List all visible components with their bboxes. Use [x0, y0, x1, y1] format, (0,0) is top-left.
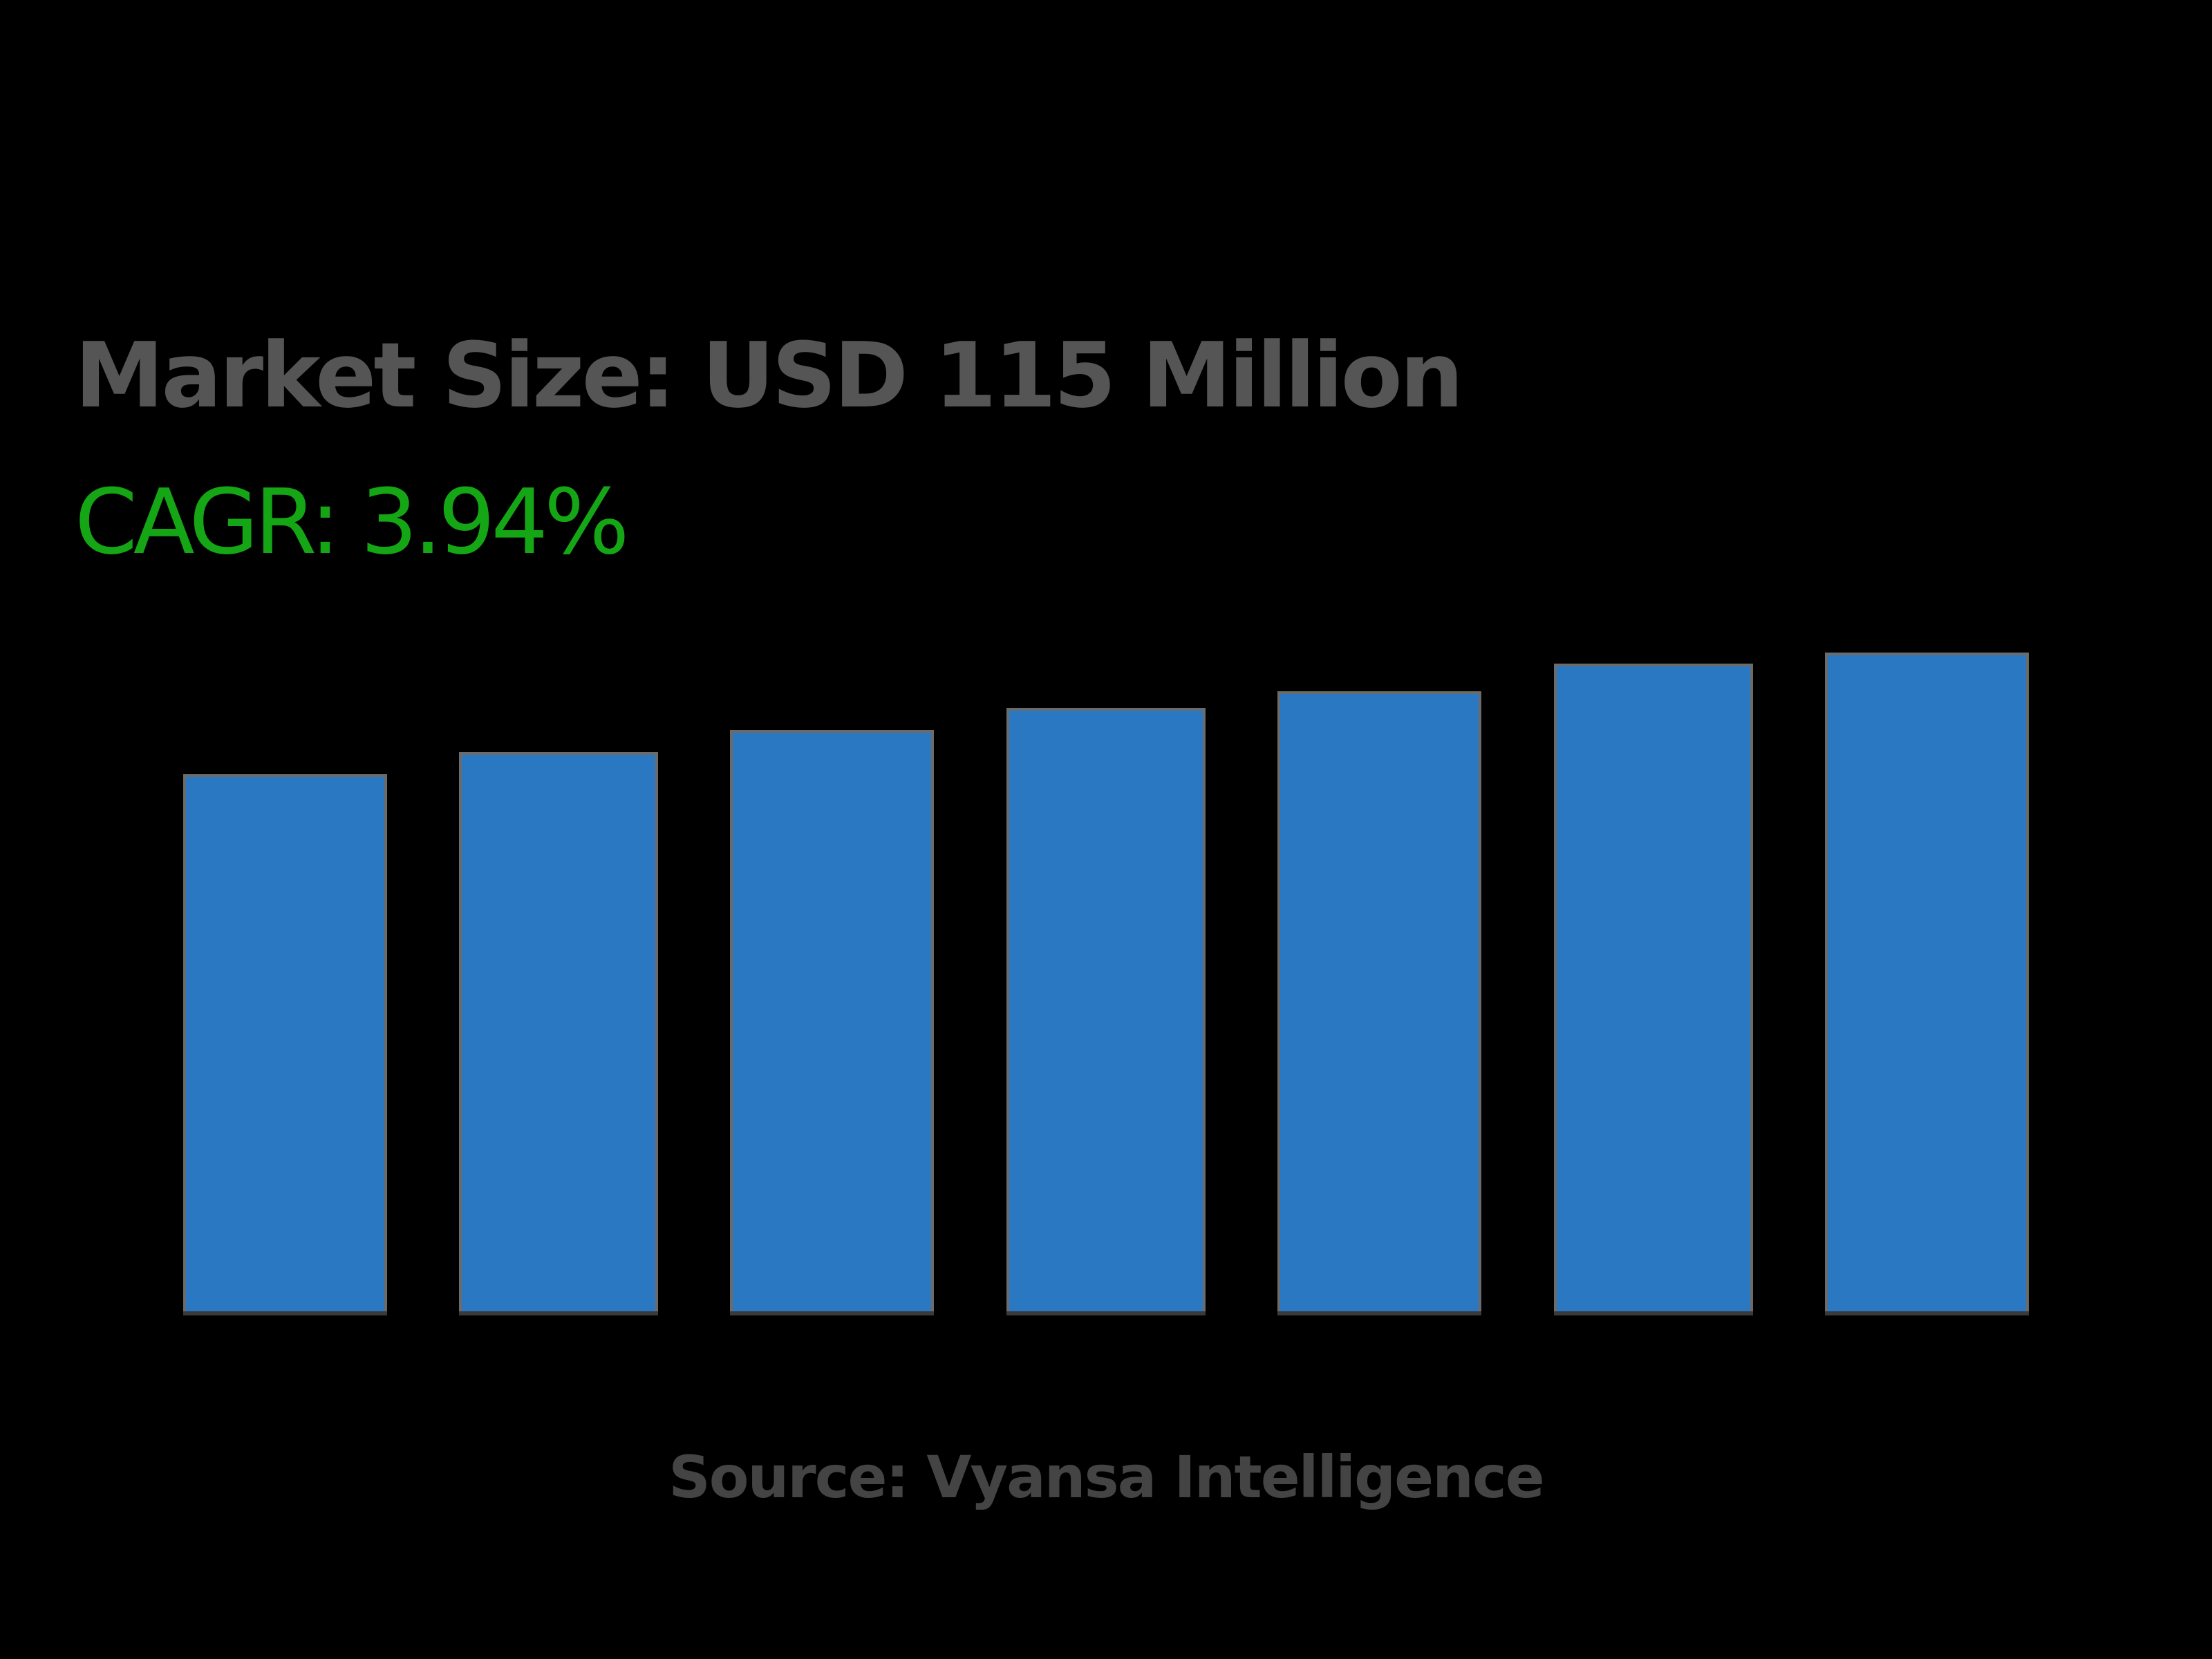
bar-baseline — [459, 1311, 658, 1315]
market-size-title: Market Size: USD 115 Million — [75, 323, 1463, 428]
cagr-subtitle: CAGR: 3.94% — [75, 469, 630, 574]
bar-5 — [1277, 691, 1481, 1311]
bar-baseline — [1006, 1311, 1206, 1315]
bar-baseline — [730, 1311, 934, 1315]
bar-baseline — [1825, 1311, 2029, 1315]
bar-baseline — [1554, 1311, 1753, 1315]
bar-4 — [1006, 708, 1206, 1311]
bar-baseline — [183, 1311, 387, 1315]
bar-2 — [459, 752, 658, 1311]
bar-3 — [730, 730, 934, 1311]
bar-7 — [1825, 653, 2029, 1311]
source-caption: Source: Vyansa Intelligence — [668, 1443, 1544, 1511]
bar-6 — [1554, 664, 1753, 1311]
bar-1 — [183, 774, 387, 1311]
bar-baseline — [1277, 1311, 1481, 1315]
